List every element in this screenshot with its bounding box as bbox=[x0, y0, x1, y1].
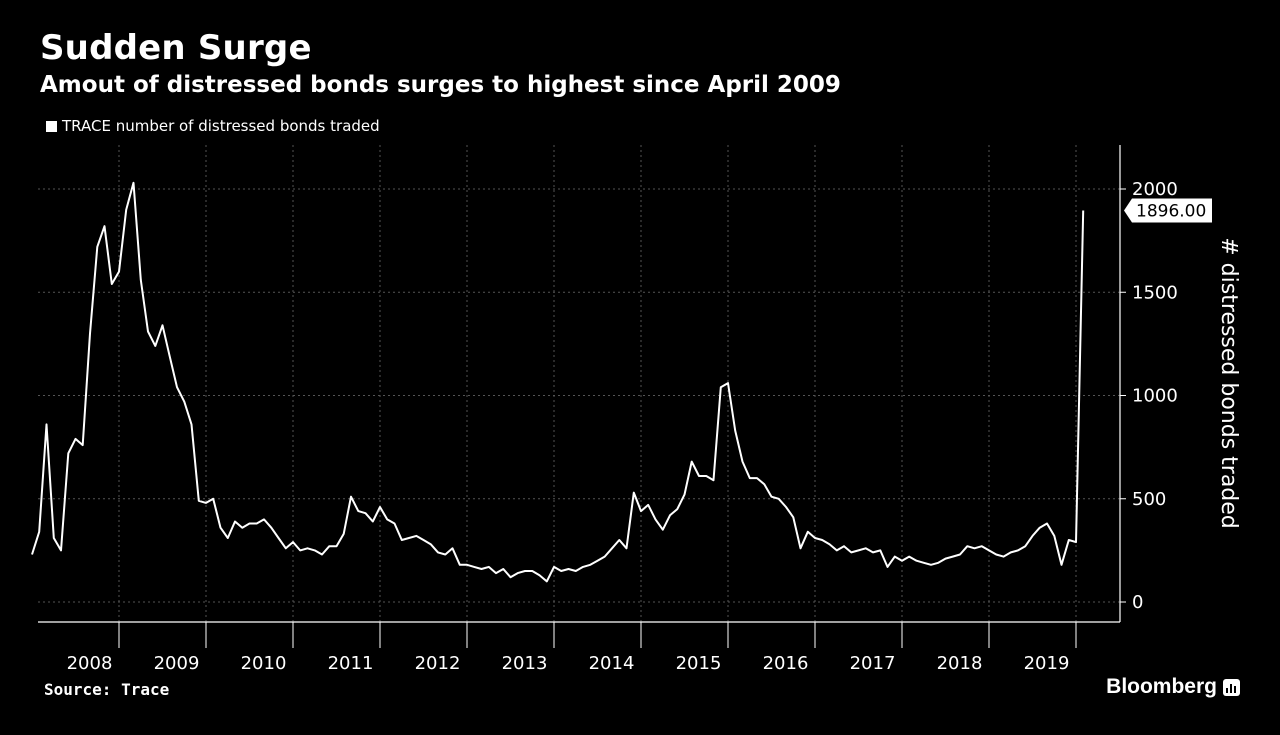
last-value-label: 1896.00 bbox=[1136, 201, 1206, 221]
legend-swatch bbox=[46, 120, 57, 132]
brand-name: Bloomberg bbox=[1106, 675, 1217, 698]
brand-logo: Bloomberg bbox=[1106, 675, 1240, 699]
y-tick-label: 1000 bbox=[1132, 386, 1178, 407]
legend-label: TRACE number of distressed bonds traded bbox=[62, 117, 380, 135]
x-tick-label: 2010 bbox=[241, 653, 287, 674]
chart-title: Sudden Surge bbox=[40, 28, 312, 68]
x-tick-label: 2013 bbox=[502, 653, 548, 674]
x-tick-label: 2017 bbox=[850, 653, 896, 674]
series-line bbox=[31, 181, 1085, 583]
source-note: Source: Trace bbox=[44, 680, 170, 699]
grid-layer bbox=[38, 145, 1120, 622]
series-layer bbox=[31, 181, 1085, 583]
y-tick-label: 500 bbox=[1132, 489, 1166, 510]
x-tick-label: 2014 bbox=[589, 653, 635, 674]
x-tick-label: 2015 bbox=[676, 653, 722, 674]
chart-subtitle: Amout of distressed bonds surges to high… bbox=[40, 72, 841, 98]
x-tick-label: 2009 bbox=[154, 653, 200, 674]
axis-layer bbox=[38, 145, 1126, 648]
y-axis-title: # distressed bonds traded bbox=[1216, 237, 1241, 529]
y-tick-label: 0 bbox=[1132, 592, 1143, 613]
x-tick-label: 2018 bbox=[937, 653, 983, 674]
x-tick-label: 2019 bbox=[1024, 653, 1070, 674]
y-tick-label: 2000 bbox=[1132, 179, 1178, 200]
x-tick-label: 2012 bbox=[415, 653, 461, 674]
last-value-badge bbox=[1124, 198, 1212, 223]
y-tick-label: 1500 bbox=[1132, 282, 1178, 303]
label-layer: 0 500 1000 1500 2000 2008 2009 2010 2011 2012 2013… bbox=[67, 179, 1241, 674]
x-tick-label: 2016 bbox=[763, 653, 809, 674]
legend: TRACE number of distressed bonds traded bbox=[46, 117, 380, 135]
bar-chart-icon bbox=[1223, 678, 1240, 696]
x-tick-label: 2011 bbox=[328, 653, 374, 674]
x-tick-label: 2008 bbox=[67, 653, 113, 674]
